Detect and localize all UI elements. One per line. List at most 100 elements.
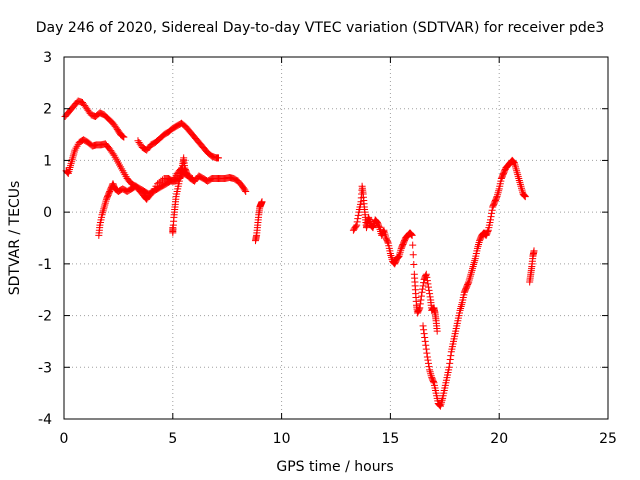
series-arc-upper (61, 97, 128, 141)
data-point (469, 264, 477, 272)
data-point (420, 330, 428, 338)
data-point (457, 303, 465, 311)
data-point (353, 218, 361, 226)
data-point (509, 158, 517, 166)
data-point (418, 288, 426, 296)
data-point (422, 270, 430, 278)
data-point (416, 300, 424, 308)
series-arc-late (349, 182, 441, 335)
x-tick-label: 0 (60, 431, 69, 447)
data-point (445, 363, 453, 371)
data-point (354, 211, 362, 219)
data-point (423, 353, 431, 361)
data-point (530, 247, 538, 255)
data-point (421, 334, 429, 342)
data-point (416, 304, 424, 312)
data-point (384, 238, 392, 246)
x-tick-label: 15 (381, 431, 399, 447)
data-point (242, 187, 250, 195)
data-point (422, 341, 430, 349)
x-tick-label: 20 (490, 431, 508, 447)
data-point (426, 290, 434, 298)
data-point (423, 277, 431, 285)
data-point (436, 401, 444, 409)
data-point (408, 231, 416, 239)
data-point (475, 240, 483, 248)
data-point (471, 257, 479, 265)
plot-frame (63, 56, 609, 420)
data-point (447, 352, 455, 360)
data-point (474, 242, 482, 250)
x-tick-label: 5 (168, 431, 177, 447)
data-point (407, 230, 415, 238)
y-tick-label: 0 (43, 205, 52, 221)
data-point (354, 215, 362, 223)
data-point (119, 133, 127, 141)
data-point (410, 261, 418, 269)
data-point (488, 206, 496, 214)
data-point (409, 251, 417, 259)
x-axis-label: GPS time / hours (276, 459, 393, 475)
y-axis-label: SDTVAR / TECUs (7, 181, 23, 296)
data-point (484, 228, 492, 236)
data-point (424, 283, 432, 291)
data-point (409, 241, 417, 249)
data-point (118, 132, 126, 140)
data-point (67, 162, 75, 170)
data-point (464, 279, 472, 287)
data-point (417, 292, 425, 300)
y-tick-label: -3 (38, 360, 52, 376)
data-point (469, 262, 477, 270)
data-point (419, 282, 427, 290)
series-deep-dip (419, 156, 529, 410)
data-point (419, 322, 427, 330)
data-point (466, 272, 474, 280)
data-point (421, 337, 429, 345)
data-point (408, 231, 416, 239)
x-tick-label: 25 (599, 431, 617, 447)
data-point (487, 213, 495, 221)
data-point (426, 368, 434, 376)
data-point (433, 327, 441, 335)
data-point (424, 356, 432, 364)
series-dropouts-early (169, 154, 191, 237)
data-point (183, 169, 191, 177)
data-point (494, 189, 502, 197)
x-tick-label: 10 (273, 431, 291, 447)
data-point (425, 286, 433, 294)
data-point (368, 223, 376, 231)
data-point (68, 156, 76, 164)
data-point (470, 261, 478, 269)
y-axis: -4 -3 -2 -1 0 1 2 3 (38, 50, 608, 428)
data-point (423, 273, 431, 281)
data-point (492, 194, 500, 202)
data-point (67, 160, 75, 168)
data-point (100, 203, 108, 211)
data-point (458, 301, 466, 309)
data-point (518, 184, 526, 192)
data-point (375, 222, 383, 230)
data-point (182, 168, 190, 176)
series-arc-end (526, 247, 538, 286)
data-point (424, 280, 432, 288)
y-tick-label: 2 (43, 102, 52, 118)
data-point (422, 345, 430, 353)
data-point (420, 326, 428, 334)
data-point (424, 359, 432, 367)
data-point (99, 209, 107, 217)
data-point (467, 268, 475, 276)
data-point (353, 221, 361, 229)
data-point (468, 266, 476, 274)
data-point (427, 370, 435, 378)
data-point (101, 199, 109, 207)
data-point (513, 169, 521, 177)
data-point (515, 175, 523, 183)
data-point (425, 363, 433, 371)
data-point (521, 192, 529, 200)
data-point (466, 274, 474, 282)
data-point (100, 205, 108, 213)
data-point (99, 207, 107, 215)
data-point (146, 191, 154, 199)
data-point (446, 359, 454, 367)
data-point (352, 222, 360, 230)
